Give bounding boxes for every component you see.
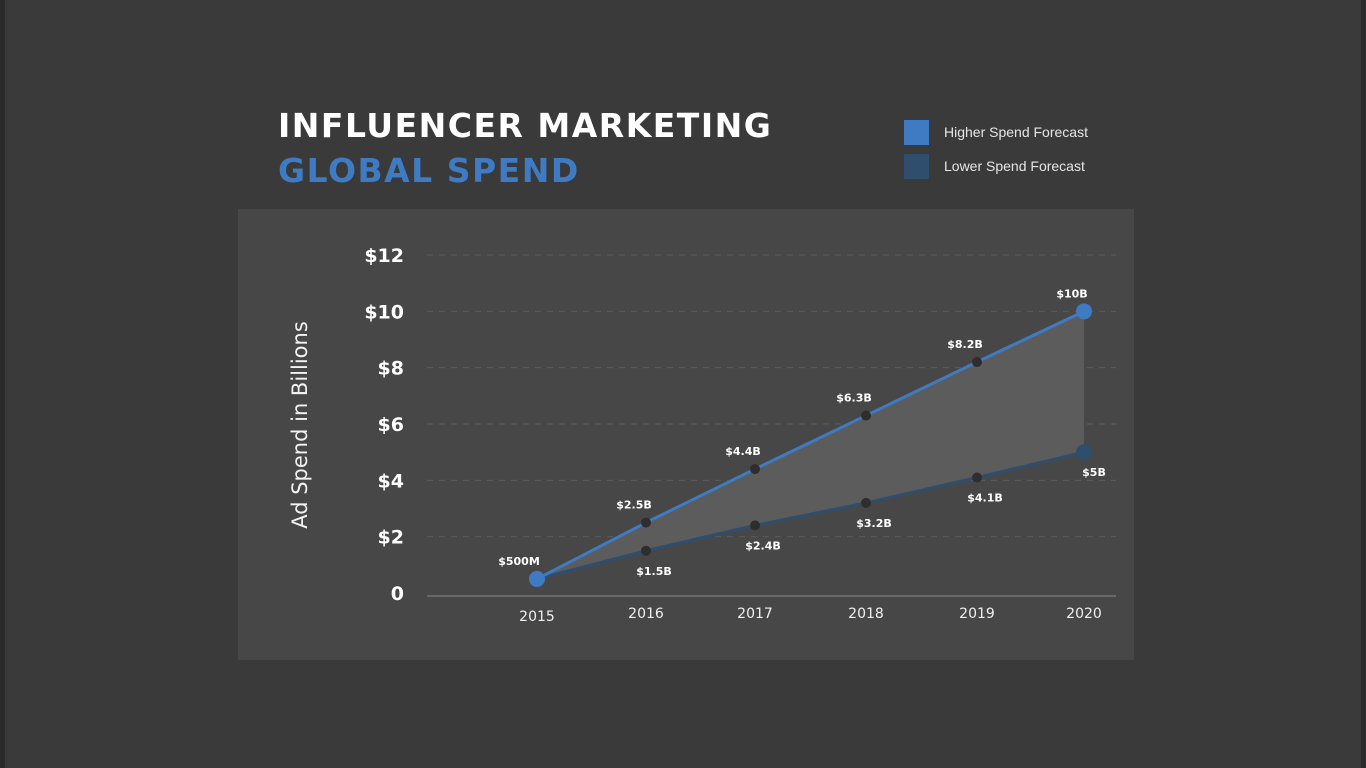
legend-item-lower: Lower Spend Forecast bbox=[904, 153, 1088, 179]
data-label-higher: $2.5B bbox=[616, 499, 652, 512]
data-label-lower: $1.5B bbox=[636, 565, 672, 578]
chart-title: INFLUENCER MARKETING bbox=[278, 106, 773, 145]
data-label-lower: $3.2B bbox=[856, 517, 892, 530]
point-lower-forecast bbox=[972, 472, 982, 483]
x-tick-label: 2020 bbox=[1066, 606, 1102, 622]
data-label-higher: $4.4B bbox=[725, 445, 761, 458]
point-lower-forecast bbox=[1076, 444, 1092, 461]
x-tick-label: 2017 bbox=[737, 606, 773, 622]
data-label-higher: $8.2B bbox=[947, 338, 983, 351]
data-label-lower: $2.4B bbox=[745, 539, 781, 552]
legend-label-higher: Higher Spend Forecast bbox=[944, 124, 1088, 140]
y-tick-label: $2 bbox=[378, 527, 404, 549]
y-tick-label: $12 bbox=[364, 245, 404, 267]
x-tick-label: 2016 bbox=[628, 606, 664, 622]
x-tick-label: 2015 bbox=[519, 609, 555, 625]
data-label-lower: $5B bbox=[1082, 466, 1106, 479]
y-tick-label: $8 bbox=[378, 358, 404, 380]
y-axis-title: Ad Spend in Billions bbox=[288, 321, 312, 529]
legend-label-lower: Lower Spend Forecast bbox=[944, 158, 1085, 174]
legend-swatch-higher bbox=[904, 119, 929, 145]
chart-subtitle: GLOBAL SPEND bbox=[278, 151, 580, 190]
point-lower-forecast bbox=[641, 545, 651, 556]
point-higher-forecast bbox=[861, 410, 871, 421]
x-tick-label: 2019 bbox=[959, 606, 995, 622]
point-higher-forecast bbox=[641, 517, 651, 528]
point-lower-forecast bbox=[861, 497, 871, 508]
legend-item-higher: Higher Spend Forecast bbox=[904, 119, 1088, 145]
point-lower-forecast bbox=[750, 520, 760, 531]
y-tick-label: 0 bbox=[391, 583, 404, 605]
y-tick-label: $6 bbox=[378, 414, 404, 436]
legend-swatch-lower bbox=[904, 153, 929, 179]
area-between-forecasts bbox=[537, 311, 1084, 579]
data-label-higher: $6.3B bbox=[836, 392, 872, 405]
x-tick-label: 2018 bbox=[848, 606, 884, 622]
point-higher-forecast bbox=[750, 464, 760, 475]
point-higher-forecast bbox=[529, 570, 545, 587]
line-higher-forecast bbox=[536, 309, 1085, 581]
data-label-higher: $10B bbox=[1056, 287, 1087, 300]
point-higher-forecast bbox=[1076, 303, 1092, 320]
y-tick-label: $10 bbox=[364, 301, 404, 323]
frame-border-right bbox=[1361, 0, 1366, 768]
point-higher-forecast bbox=[972, 357, 982, 368]
line-lower-forecast bbox=[536, 450, 1085, 581]
data-label-lower: $4.1B bbox=[967, 492, 1003, 505]
legend: Higher Spend Forecast Lower Spend Foreca… bbox=[904, 119, 1088, 187]
frame-border-left bbox=[0, 0, 5, 768]
data-label-higher: $500M bbox=[498, 555, 540, 568]
y-tick-label: $4 bbox=[378, 470, 404, 492]
